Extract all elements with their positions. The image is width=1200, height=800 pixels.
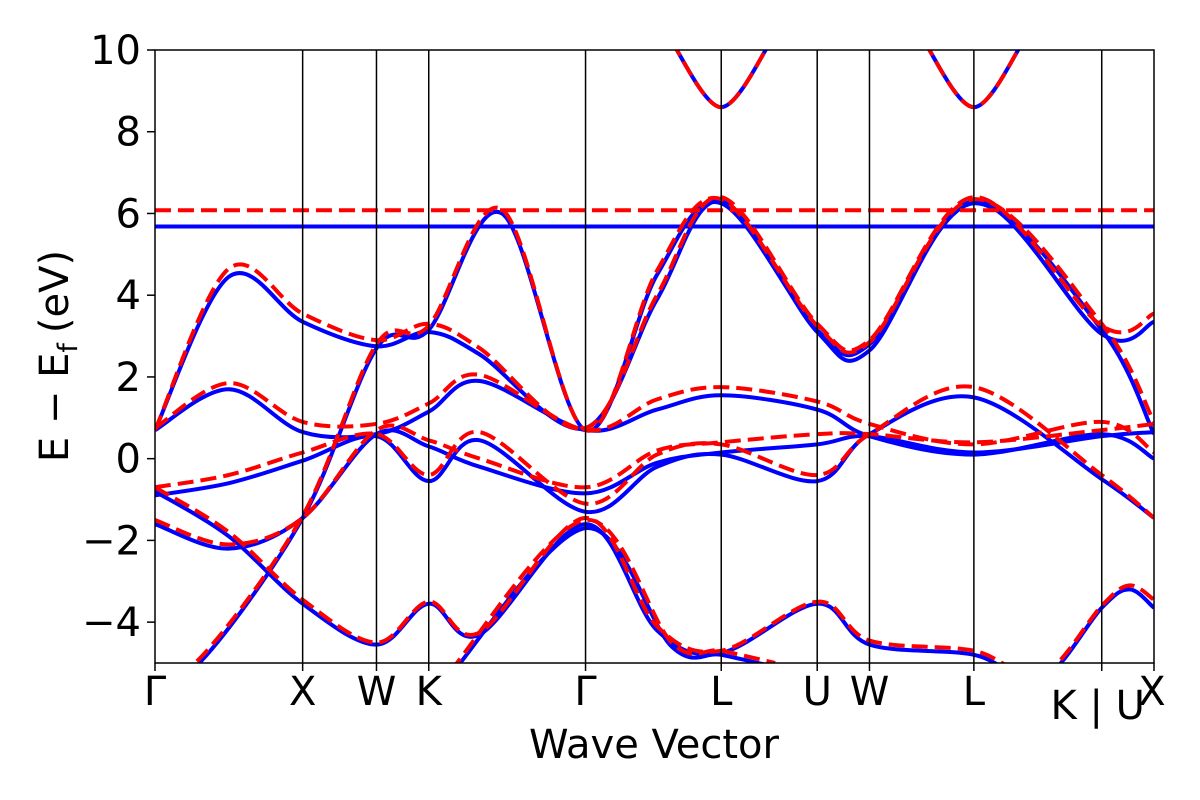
band-line-red-0 [155, 485, 1154, 663]
plot-background [155, 50, 1154, 663]
y-axis-title-unit: (eV) [32, 250, 78, 333]
y-axis-title-subscript: f [53, 342, 84, 353]
y-axis-title-main: E − E [32, 353, 78, 463]
x-tick-label: L [963, 669, 986, 715]
x-tick-label: Γ [144, 669, 167, 715]
x-tick-label: X [1138, 669, 1165, 715]
band-line-red-5 [191, 195, 1154, 663]
y-axis-ticks: −4 −2 0 2 4 6 8 10 [82, 28, 155, 646]
y-tick-label: 10 [90, 28, 141, 74]
y-tick-label: −2 [82, 518, 141, 564]
x-tick-label: K | U [1051, 683, 1145, 729]
series-layer [155, 50, 1154, 663]
x-tick-label: X [289, 669, 316, 715]
y-tick-label: 6 [116, 191, 141, 237]
band-line-blue-3 [155, 378, 1154, 461]
band-line-red-1 [155, 421, 1154, 547]
y-tick-label: −4 [82, 600, 141, 646]
x-tick-label: L [710, 669, 733, 715]
x-tick-label: W [357, 669, 397, 715]
x-tick-label: U [803, 669, 832, 715]
band-line-red-2 [155, 384, 1154, 520]
k-point-lines [301, 50, 1103, 663]
x-tick-label: K [416, 669, 444, 715]
x-tick-label: Γ [574, 669, 597, 715]
band-line-red-9 [454, 517, 776, 663]
y-tick-label: 8 [116, 110, 141, 156]
x-tick-label: W [850, 669, 890, 715]
y-axis-title: E − Ef (eV) [32, 250, 84, 462]
y-tick-label: 2 [116, 355, 141, 401]
y-tick-label: 0 [116, 437, 141, 483]
y-tick-label: 4 [116, 273, 141, 319]
plot-frame [154, 49, 1155, 664]
x-axis-title: Wave Vector [529, 722, 780, 768]
